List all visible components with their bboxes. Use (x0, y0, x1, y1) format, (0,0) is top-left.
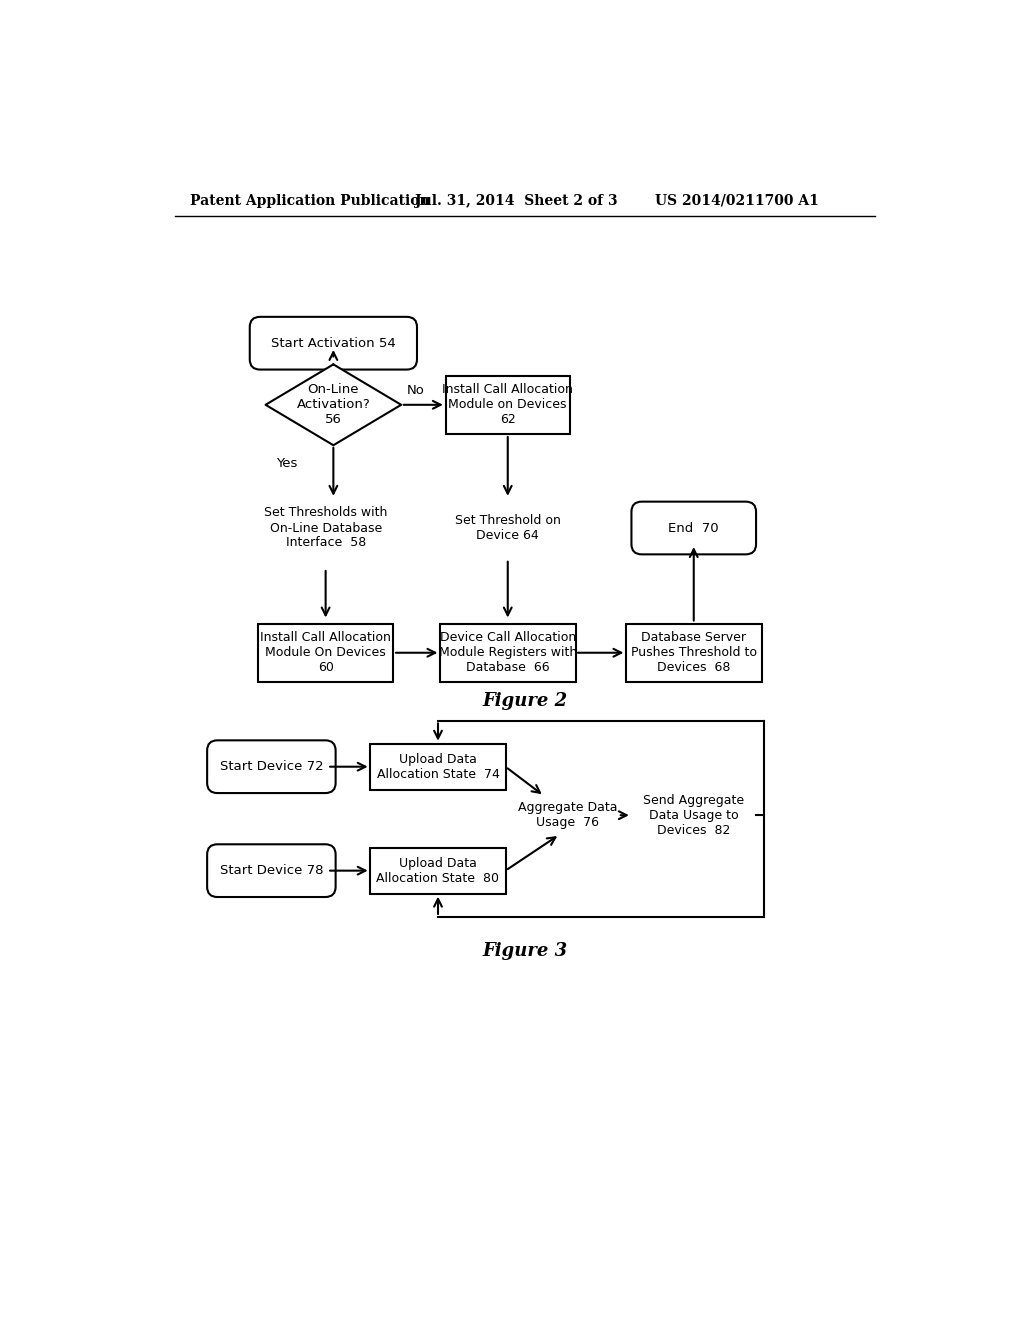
Text: Send Aggregate
Data Usage to
Devices  82: Send Aggregate Data Usage to Devices 82 (643, 793, 744, 837)
Bar (440, 624, 575, 681)
Text: Yes: Yes (276, 457, 298, 470)
Bar (626, 624, 762, 681)
Polygon shape (265, 364, 401, 445)
Bar (371, 743, 506, 789)
Text: No: No (407, 384, 425, 397)
Bar (445, 376, 569, 434)
Text: Upload Data
Allocation State  74: Upload Data Allocation State 74 (377, 752, 500, 780)
Text: Start Device 72: Start Device 72 (219, 760, 324, 774)
Text: Install Call Allocation
Module On Devices
60: Install Call Allocation Module On Device… (260, 631, 391, 675)
Text: Set Thresholds with
On-Line Database
Interface  58: Set Thresholds with On-Line Database Int… (264, 507, 387, 549)
Text: Figure 2: Figure 2 (482, 692, 567, 710)
FancyBboxPatch shape (207, 845, 336, 898)
FancyBboxPatch shape (250, 317, 417, 370)
Text: On-Line
Activation?
56: On-Line Activation? 56 (297, 383, 371, 426)
Text: Start Activation 54: Start Activation 54 (271, 337, 395, 350)
Text: Device Call Allocation
Module Registers with
Database  66: Device Call Allocation Module Registers … (438, 631, 577, 675)
Text: Start Device 78: Start Device 78 (219, 865, 324, 878)
Text: US 2014/0211700 A1: US 2014/0211700 A1 (655, 194, 819, 207)
Text: Database Server
Pushes Threshold to
Devices  68: Database Server Pushes Threshold to Devi… (631, 631, 757, 675)
Text: End  70: End 70 (669, 521, 719, 535)
Text: Aggregate Data
Usage  76: Aggregate Data Usage 76 (518, 801, 617, 829)
Text: Patent Application Publication: Patent Application Publication (190, 194, 430, 207)
Bar (258, 624, 393, 681)
Text: Figure 3: Figure 3 (482, 942, 567, 961)
FancyBboxPatch shape (632, 502, 756, 554)
Text: Upload Data
Allocation State  80: Upload Data Allocation State 80 (377, 857, 500, 884)
Text: Set Threshold on
Device 64: Set Threshold on Device 64 (455, 513, 561, 543)
Bar (371, 847, 506, 894)
FancyBboxPatch shape (207, 741, 336, 793)
Text: Install Call Allocation
Module on Devices
62: Install Call Allocation Module on Device… (442, 383, 573, 426)
Text: Jul. 31, 2014  Sheet 2 of 3: Jul. 31, 2014 Sheet 2 of 3 (415, 194, 617, 207)
